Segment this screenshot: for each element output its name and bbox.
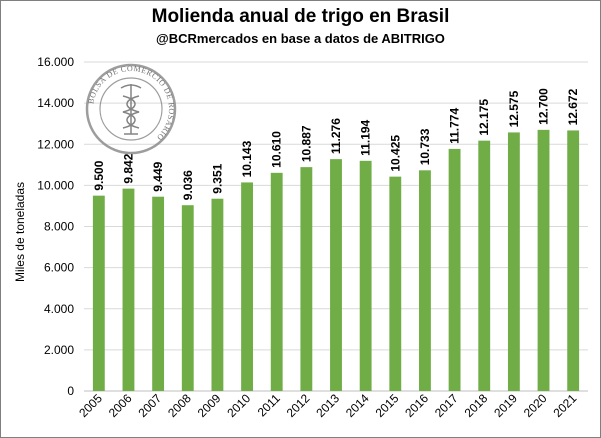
y-tick-label: 8.000 [44,220,74,234]
x-axis-ticks: 2005 2006 2007 2008 2009 2010 2011 2012 2013 2014… [76,391,579,420]
x-tick-label: 2020 [521,391,550,420]
data-label: 12.672 [566,88,580,125]
bar [448,148,461,391]
y-axis-label: Miles de toneladas [13,182,27,282]
y-tick-label: 12.000 [37,137,74,151]
bar [507,132,520,391]
x-tick-label: 2005 [76,391,105,420]
y-tick-label: 16.000 [37,55,74,69]
bar [122,188,135,391]
x-tick-label: 2011 [255,391,283,419]
x-tick-label: 2018 [462,391,491,420]
x-tick-label: 2019 [491,391,520,420]
y-axis-ticks: 0 2.000 4.000 6.000 8.000 10.000 12.000 14.000 1… [37,55,74,398]
data-label: 10.887 [299,125,313,162]
data-label: 9.500 [92,160,106,190]
data-label: 10.733 [418,128,432,165]
bar [330,159,342,391]
x-tick-label: 2013 [313,391,342,420]
bar [389,176,402,391]
x-tick-label: 2007 [135,391,164,420]
bar [419,170,431,391]
y-tick-label: 2.000 [44,343,74,357]
bar [181,205,194,391]
bar [152,196,165,391]
bcr-logo: BOLSA DE COMERCIO DE ROSARIO [85,63,177,155]
data-label: 12.575 [507,90,521,127]
bar [270,172,283,391]
bar [537,129,550,391]
data-label: 9.449 [151,161,165,191]
data-label: 12.700 [537,88,551,125]
data-label: 11.194 [359,119,373,155]
data-label: 11.276 [329,118,343,154]
x-tick-label: 2009 [195,391,224,420]
y-tick-label: 4.000 [44,302,74,316]
bar [211,198,224,391]
data-label: 10.425 [388,135,402,172]
data-label: 11.774 [448,108,462,144]
x-tick-label: 2008 [165,391,194,420]
x-tick-label: 2015 [373,391,402,420]
y-tick-label: 10.000 [37,178,74,192]
bars [92,129,580,391]
x-tick-label: 2016 [402,391,431,420]
bar [567,130,580,391]
x-tick-label: 2012 [284,391,313,420]
bar [478,140,491,391]
data-label: 9.842 [121,153,135,183]
bar [300,167,313,391]
x-tick-label: 2017 [432,391,461,420]
x-tick-label: 2014 [343,391,372,420]
caduceus-icon [120,84,142,135]
data-labels: 9.500 9.842 9.449 9.036 9.351 10.143 10.610 10.… [92,88,580,200]
chart-title: Molienda anual de trigo en Brasil [151,6,450,27]
x-tick-label: 2010 [224,391,253,420]
y-tick-label: 6.000 [44,261,74,275]
y-tick-label: 14.000 [37,96,74,110]
x-tick-label: 2021 [551,391,580,420]
data-label: 10.610 [270,131,284,168]
y-tick-label: 0 [67,384,74,398]
data-label: 9.036 [181,170,195,200]
data-label: 12.175 [477,99,491,136]
data-label: 10.143 [240,140,254,177]
chart-subtitle: @BCRmercados en base a datos de ABITRIGO [156,31,445,46]
bar [92,195,105,391]
data-label: 9.351 [210,163,224,193]
bar [359,160,372,391]
x-tick-label: 2006 [106,391,135,420]
bar [241,182,253,391]
